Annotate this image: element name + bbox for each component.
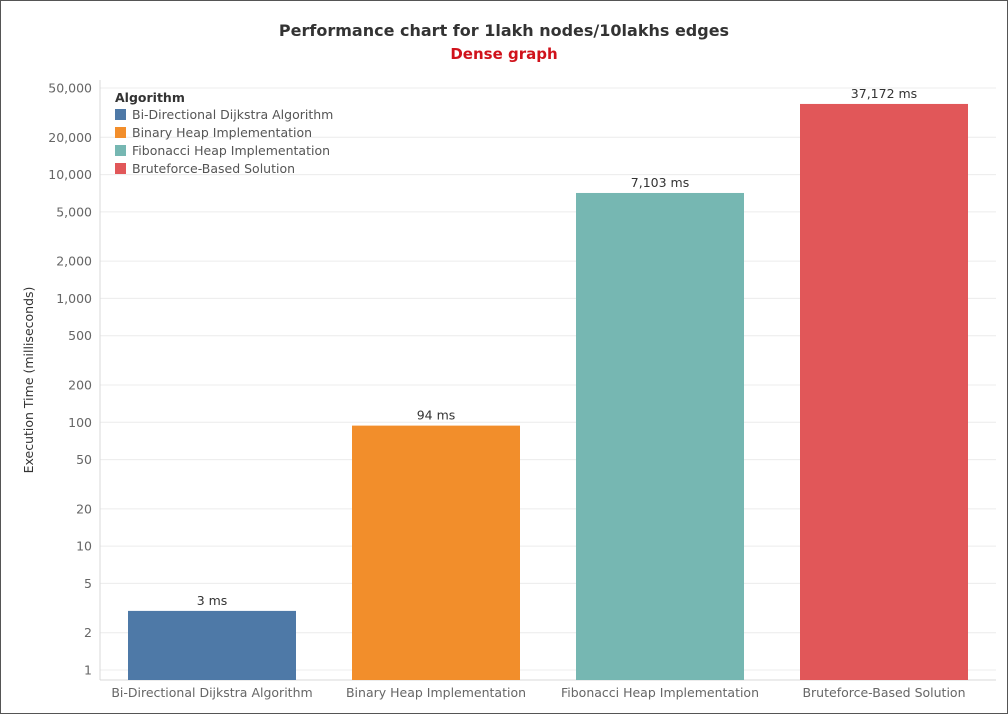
legend-entry: Bi-Directional Dijkstra Algorithm [132, 107, 333, 122]
y-tick-label: 50,000 [48, 81, 92, 96]
data-label: 37,172 ms [851, 86, 917, 101]
y-tick-label: 5 [84, 576, 92, 591]
legend: Algorithm Bi-Directional Dijkstra Algori… [115, 90, 333, 176]
bars [128, 103, 968, 681]
legend-entry: Fibonacci Heap Implementation [132, 143, 330, 158]
x-axis-labels: Bi-Directional Dijkstra Algorithm Binary … [111, 685, 965, 700]
bar [352, 425, 520, 680]
legend-swatch [115, 163, 126, 174]
y-tick-label: 20,000 [48, 130, 92, 145]
chart-subtitle: Dense graph [450, 45, 557, 63]
x-tick-label: Bruteforce-Based Solution [802, 685, 965, 700]
legend-swatch [115, 127, 126, 138]
y-tick-label: 500 [68, 328, 92, 343]
bar [576, 192, 744, 681]
y-tick-label: 10,000 [48, 167, 92, 182]
data-label: 3 ms [197, 593, 228, 608]
bar [800, 103, 968, 680]
x-tick-label: Bi-Directional Dijkstra Algorithm [111, 685, 312, 700]
y-tick-label: 20 [76, 501, 92, 516]
x-tick-label: Binary Heap Implementation [346, 685, 526, 700]
bar [128, 610, 296, 680]
legend-swatch [115, 145, 126, 156]
legend-entry: Binary Heap Implementation [132, 125, 312, 140]
y-tick-label: 2,000 [56, 254, 92, 269]
x-tick-label: Fibonacci Heap Implementation [561, 685, 759, 700]
y-tick-label: 5,000 [56, 204, 92, 219]
legend-swatch [115, 109, 126, 120]
y-tick-label: 1 [84, 663, 92, 678]
y-tick-label: 1,000 [56, 291, 92, 306]
y-tick-label: 200 [68, 378, 92, 393]
y-tick-label: 2 [84, 625, 92, 640]
y-axis-ticks: 1 2 5 10 20 50 100 200 500 1,000 2,000 5,000 10,000 2… [48, 81, 92, 678]
data-label: 7,103 ms [631, 175, 689, 190]
y-tick-label: 10 [76, 539, 92, 554]
chart-title: Performance chart for 1lakh nodes/10lakh… [279, 21, 729, 40]
legend-entry: Bruteforce-Based Solution [132, 161, 295, 176]
data-label: 94 ms [417, 408, 456, 423]
y-axis-label: Execution Time (milliseconds) [21, 287, 36, 474]
legend-title: Algorithm [115, 90, 185, 105]
y-tick-label: 50 [76, 452, 92, 467]
y-tick-label: 100 [68, 415, 92, 430]
data-labels: 3 ms 94 ms 7,103 ms 37,172 ms [197, 86, 918, 608]
